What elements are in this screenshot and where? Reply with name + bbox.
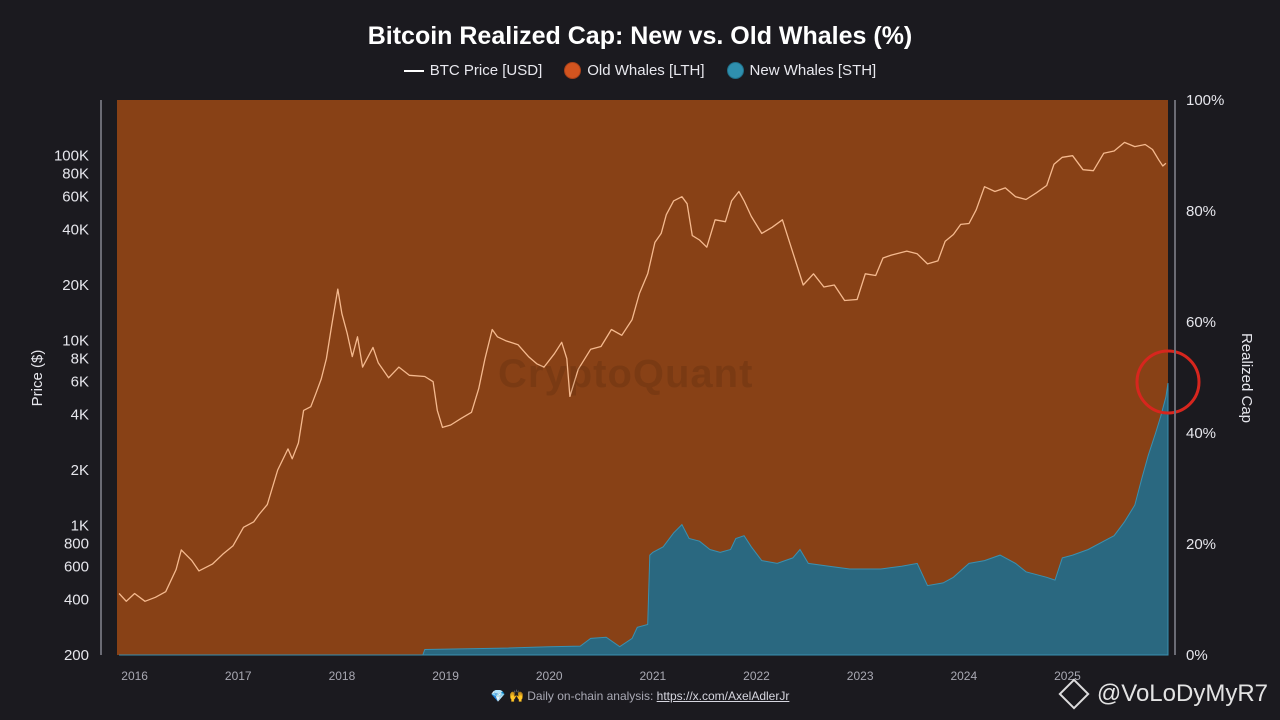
legend-item-btc-price[interactable]: BTC Price [USD]	[403, 62, 543, 79]
chart-legend: BTC Price [USD] Old Whales [LTH] New Wha…	[0, 62, 1280, 79]
y-left-tick-label: 10K	[62, 333, 89, 350]
legend-dot-icon	[564, 62, 582, 79]
x-tick-label: 2019	[432, 669, 459, 683]
chart-title: Bitcoin Realized Cap: New vs. Old Whales…	[367, 22, 913, 50]
x-tick-label: 2024	[950, 669, 977, 683]
legend-line-icon	[403, 69, 424, 72]
footer-link[interactable]: https://x.com/AxelAdlerJr	[656, 689, 790, 703]
y-right-axis-title: Realized Cap	[1238, 333, 1255, 423]
binance-icon	[1058, 678, 1090, 710]
brand-tag: @VoLoDyMyR7	[1058, 678, 1268, 710]
plot-area[interactable]	[117, 100, 1201, 656]
y-left-tick-label: 400	[64, 591, 89, 608]
watermark-text: CryptoQuant	[498, 352, 754, 396]
highlight-circle	[1135, 349, 1201, 415]
new-whales-area	[119, 383, 1169, 656]
x-tick-label: 2016	[121, 669, 148, 683]
y-left-tick-label: 2K	[71, 462, 89, 479]
legend-item-new-whales[interactable]: New Whales [STH]	[726, 62, 877, 79]
x-tick-label: 2021	[640, 669, 667, 683]
y-left-tick-label: 1K	[71, 518, 89, 535]
brand-label: @VoLoDyMyR7	[1096, 680, 1268, 707]
legend-label: New Whales [STH]	[749, 62, 877, 79]
x-tick-label: 2020	[536, 669, 563, 683]
footer-text: Daily on-chain analysis:	[527, 689, 654, 703]
y-left-tick-label: 100K	[54, 148, 89, 165]
x-tick-label: 2018	[329, 669, 356, 683]
x-tick-label: 2017	[225, 669, 252, 683]
y-left-tick-label: 60K	[62, 189, 89, 206]
legend-dot-icon	[726, 62, 744, 79]
y-left-tick-label: 8K	[71, 351, 89, 368]
x-tick-label: 2023	[847, 669, 874, 683]
y-right-tick-label: 100%	[1186, 92, 1224, 109]
y-right-tick-label: 60%	[1186, 314, 1216, 331]
btc-price-line	[118, 141, 1167, 602]
y-left-tick-label: 4K	[71, 406, 89, 423]
gem-icon: 💎	[490, 689, 506, 703]
hands-icon: 🙌	[508, 689, 524, 703]
y-left-tick-label: 6K	[71, 374, 89, 391]
y-left-axis-title: Price ($)	[29, 350, 46, 407]
legend-label: BTC Price [USD]	[429, 62, 543, 79]
legend-label: Old Whales [LTH]	[587, 62, 705, 79]
axes: 2004006008001K2K4K6K8K10K20K40K60K80K100…	[29, 92, 1255, 683]
footer: 💎 🙌 Daily on-chain analysis: https://x.c…	[0, 689, 1280, 703]
y-left-tick-label: 600	[64, 559, 89, 576]
y-right-tick-label: 40%	[1186, 425, 1216, 442]
y-left-tick-label: 80K	[62, 166, 89, 183]
legend-item-old-whales[interactable]: Old Whales [LTH]	[564, 62, 705, 79]
x-tick-label: 2025	[1054, 669, 1081, 683]
x-tick-label: 2022	[743, 669, 770, 683]
y-right-tick-label: 20%	[1186, 536, 1216, 553]
y-right-tick-label: 0%	[1186, 647, 1208, 664]
y-left-tick-label: 40K	[62, 221, 89, 238]
y-left-tick-label: 200	[64, 647, 89, 664]
y-right-tick-label: 80%	[1186, 203, 1216, 220]
y-left-tick-label: 800	[64, 536, 89, 553]
y-left-tick-label: 20K	[62, 277, 89, 294]
